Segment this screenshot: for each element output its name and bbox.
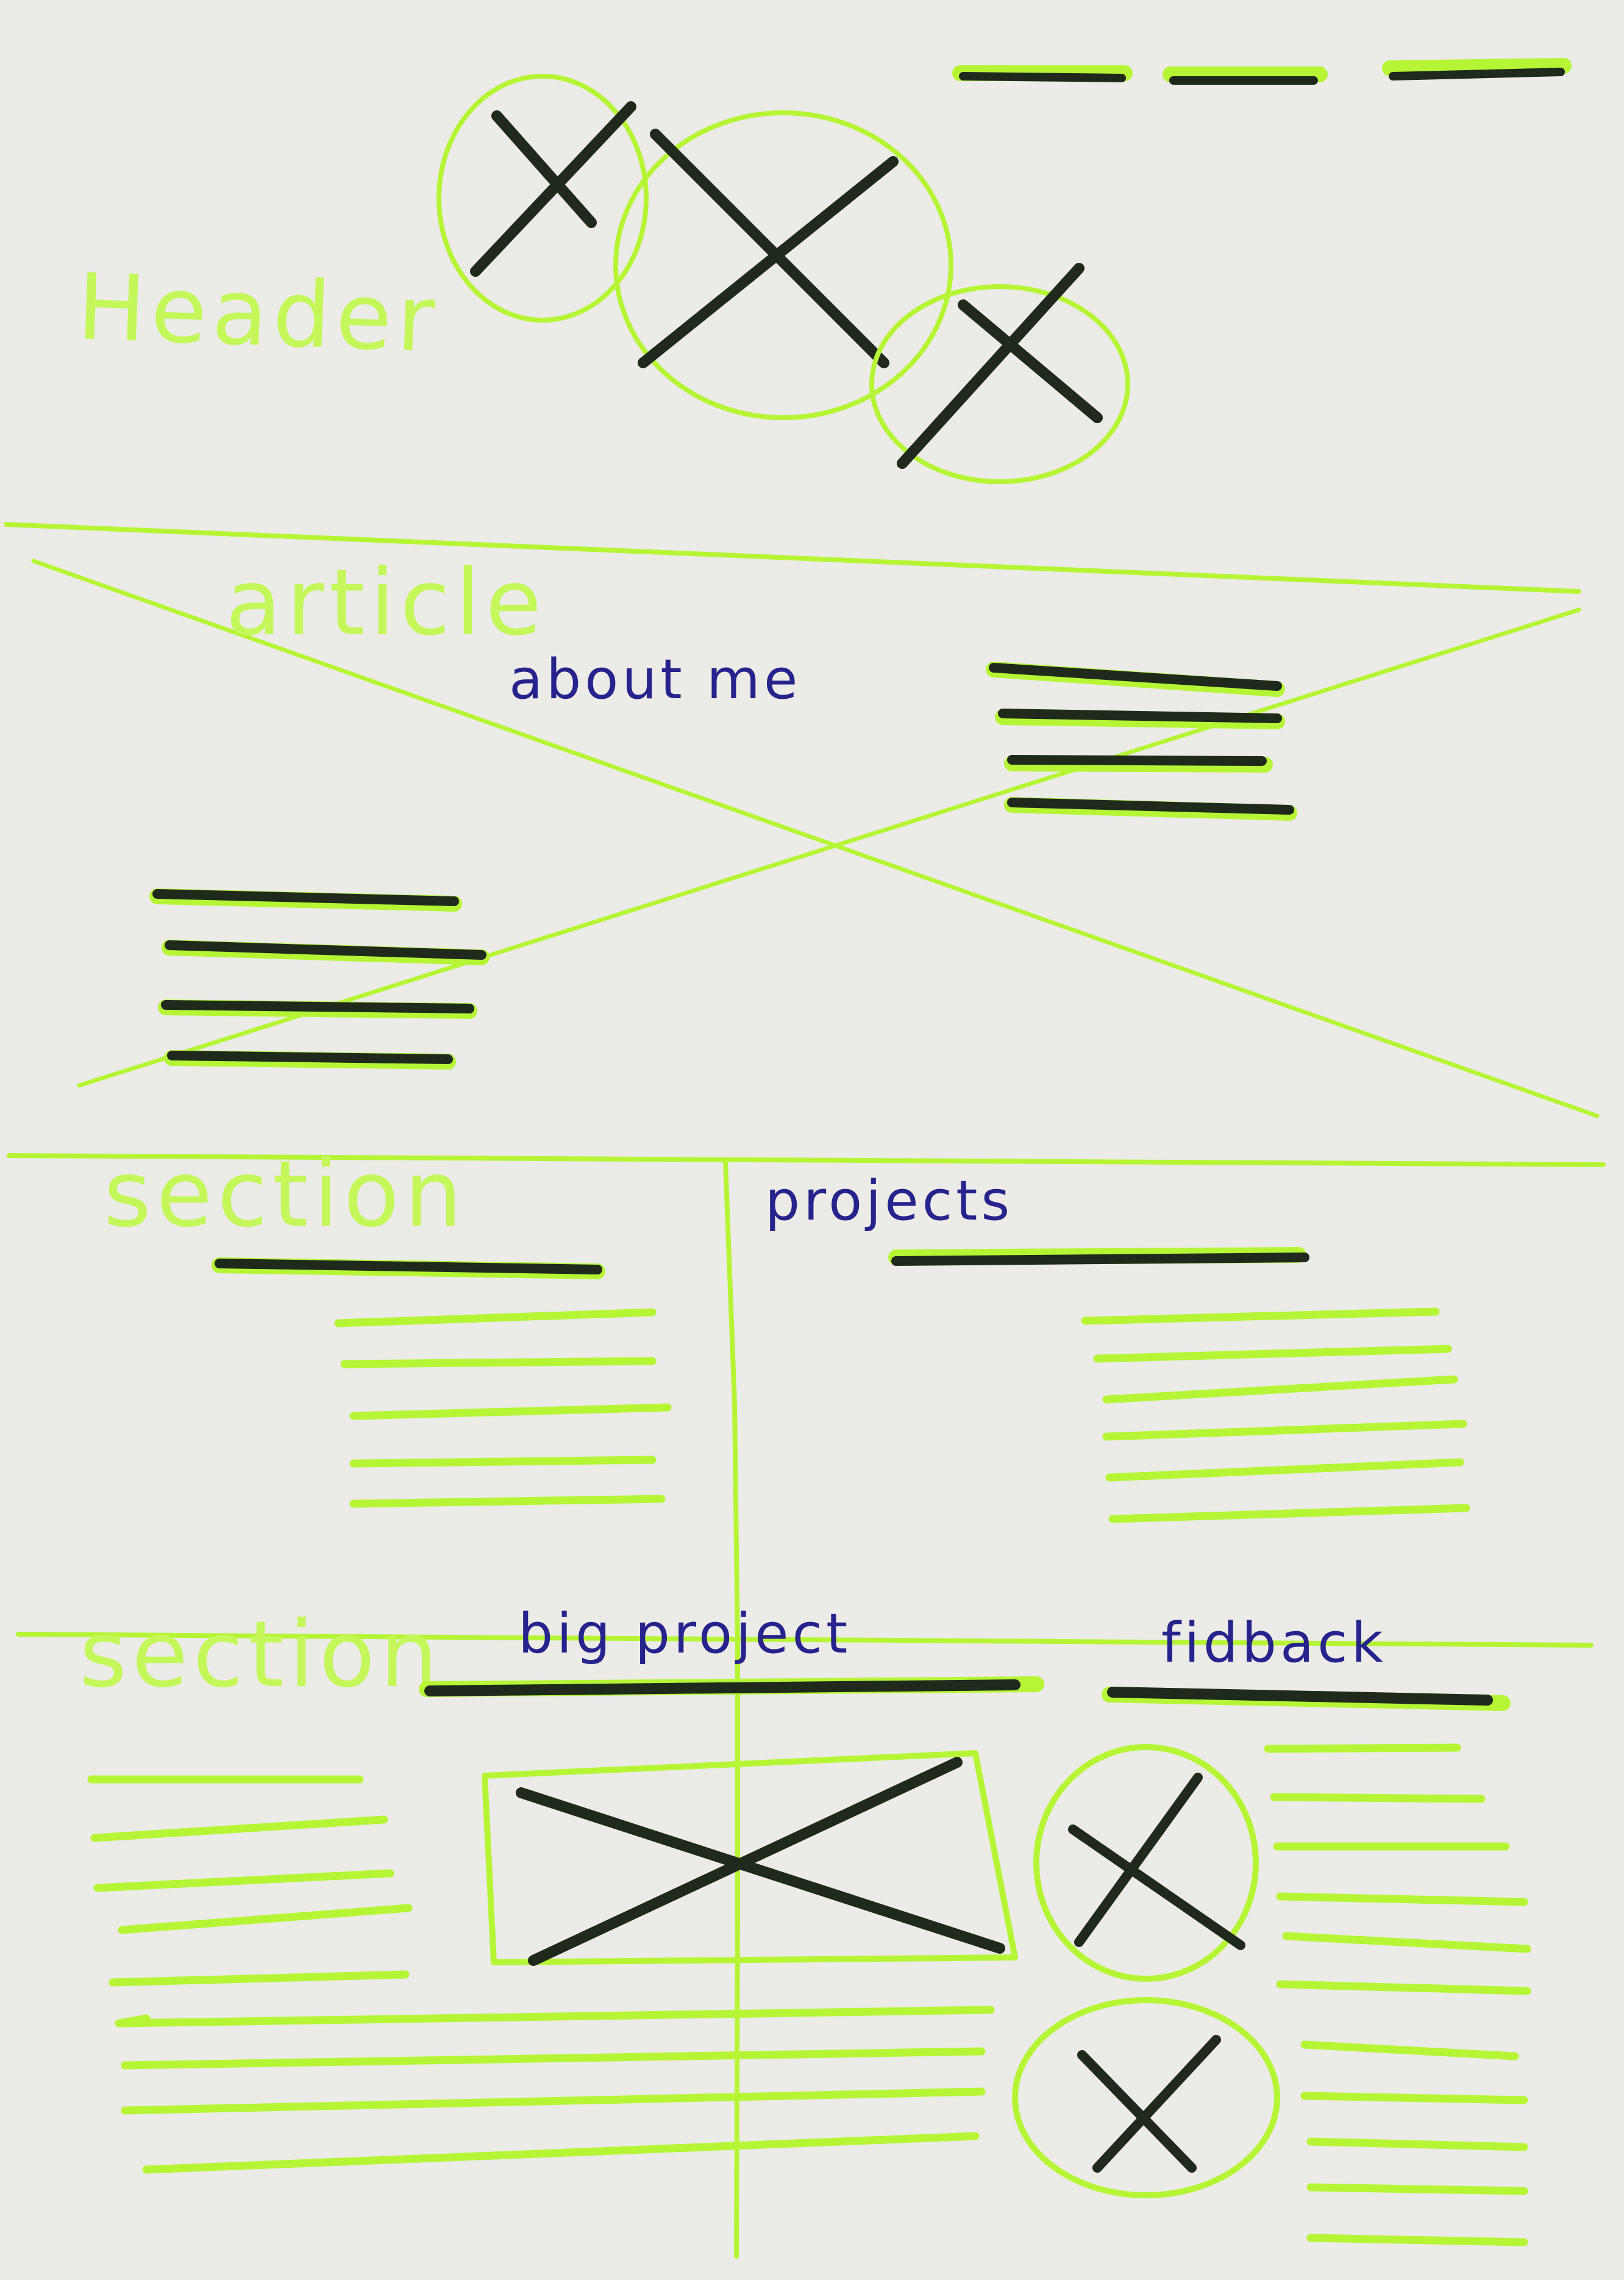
big-project-text-lines: [87, 1775, 995, 2174]
header-label: Header: [76, 254, 441, 373]
article-label: article: [226, 550, 547, 656]
projects-right-column: [888, 1247, 1470, 1523]
section-divider: [16, 1632, 1594, 1648]
feedback-avatar-1: [1033, 1744, 1259, 1982]
logo-image-placeholder-3: [869, 263, 1130, 484]
center-column-divider: [723, 1159, 740, 2259]
article-region: article about me: [31, 550, 1600, 1118]
feedback-heading: fidback: [1161, 1611, 1387, 1675]
article-divider: [7, 1153, 1606, 1167]
article-cross-line-1: [31, 559, 1600, 1118]
nav-menu-placeholder: [952, 58, 1572, 85]
header-divider: [4, 522, 1581, 594]
header-region: Header: [76, 58, 1572, 484]
projects-left-column: [212, 1257, 672, 1508]
about-text-block-left: [149, 888, 490, 1070]
feedback-title-bar: [1102, 1687, 1511, 1711]
big-project-image-placeholder: [482, 1750, 1018, 1966]
feedback-section: fidback: [1012, 1611, 1531, 2246]
feedback-text-lines: [1264, 1743, 1531, 2246]
about-text-block-right: [986, 662, 1297, 821]
feedback-avatar-2: [1012, 1997, 1280, 2198]
section-label-bottom: section: [79, 1602, 443, 1708]
about-me-heading: about me: [509, 648, 801, 712]
projects-heading: projects: [765, 1169, 1013, 1233]
big-project-section: section big project: [79, 1602, 1044, 2174]
big-project-title-bar: [419, 1676, 1044, 1697]
section-label-top: section: [104, 1142, 467, 1248]
big-project-heading: big project: [518, 1602, 851, 1666]
logo-image-placeholder-1: [436, 74, 649, 323]
logo-image-placeholder-2: [613, 110, 953, 420]
projects-section: section projects: [104, 1142, 1470, 1523]
